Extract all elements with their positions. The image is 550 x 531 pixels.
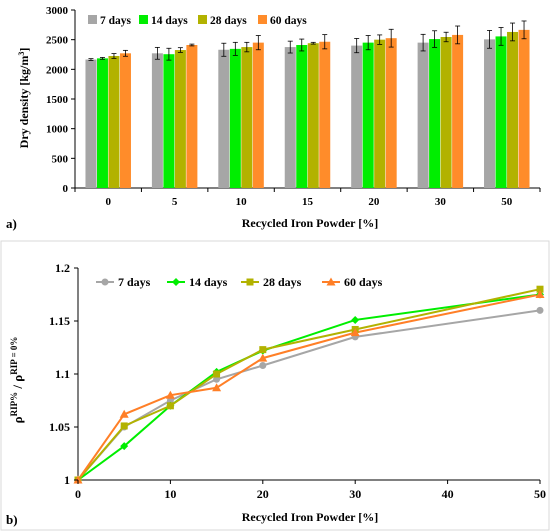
legend-label: 7 days bbox=[118, 275, 151, 289]
line-chart-density-ratio: 1 1.05 1.1 1.15 1.2 0 10 20 30 40 50 7 days 14 days… bbox=[0, 240, 550, 531]
marker-triangle bbox=[326, 277, 336, 286]
chart-b-ytick-label: 1.05 bbox=[49, 420, 70, 434]
bar bbox=[307, 43, 319, 188]
marker-triangle bbox=[119, 409, 129, 418]
chart-a-ytick-label: 1500 bbox=[46, 94, 69, 106]
chart-b-ytick-label: 1 bbox=[64, 473, 70, 487]
marker-triangle bbox=[535, 290, 545, 298]
bar bbox=[362, 42, 374, 189]
legend-label: 28 days bbox=[263, 275, 302, 289]
bar bbox=[495, 36, 507, 188]
chart-b-xtick-label: 50 bbox=[534, 487, 546, 501]
bar bbox=[151, 53, 163, 189]
legend-label: 60 days bbox=[270, 15, 307, 27]
bar bbox=[351, 45, 363, 188]
marker-triangle bbox=[165, 390, 175, 399]
chart-a-xtick-label: 5 bbox=[172, 196, 178, 208]
chart-a-xtick-label: 10 bbox=[236, 196, 248, 208]
bar bbox=[241, 47, 253, 189]
marker-square bbox=[166, 402, 174, 410]
marker-triangle bbox=[212, 383, 222, 392]
bar bbox=[163, 54, 175, 188]
panel-b-label: b) bbox=[6, 512, 18, 527]
bar bbox=[374, 39, 386, 188]
chart-a-xtick-label: 15 bbox=[302, 196, 314, 208]
chart-a-xtick-label: 50 bbox=[501, 196, 513, 208]
marker-diamond bbox=[172, 278, 180, 286]
bar bbox=[518, 29, 530, 189]
chart-b-ytick-label: 1.15 bbox=[49, 314, 70, 328]
bar bbox=[440, 36, 452, 188]
bar bbox=[452, 34, 464, 188]
marker-circle bbox=[166, 397, 174, 404]
marker-square bbox=[213, 370, 221, 378]
chart-a-xtick-label: 0 bbox=[105, 196, 111, 208]
legend-label: 14 days bbox=[151, 15, 188, 27]
marker-triangle bbox=[258, 353, 268, 362]
chart-b-xlabel: Recycled Iron Powder [%] bbox=[242, 510, 379, 524]
chart-b-ytick-label: 1.1 bbox=[55, 367, 70, 381]
bar bbox=[218, 49, 230, 189]
bar bbox=[284, 47, 296, 189]
marker-triangle bbox=[350, 328, 360, 337]
legend-swatch bbox=[258, 15, 267, 24]
bar bbox=[108, 55, 120, 188]
marker-square bbox=[120, 422, 128, 430]
legend-label: 60 days bbox=[344, 275, 383, 289]
legend-label: 7 days bbox=[100, 15, 132, 27]
bar bbox=[385, 38, 397, 188]
chart-b-border bbox=[0, 240, 550, 531]
chart-a-xlabel: Recycled Iron Powder [%] bbox=[242, 216, 379, 230]
chart-b-xtick-label: 20 bbox=[257, 487, 269, 501]
series-line bbox=[77, 293, 541, 481]
series-line bbox=[77, 293, 541, 481]
bar bbox=[119, 53, 131, 189]
bar bbox=[252, 42, 264, 189]
bar bbox=[484, 39, 496, 189]
bar-chart-dry-density: 0 500 1000 1500 2000 2500 3000 0 5 10 15 20 30 50 7 d… bbox=[6, 5, 541, 231]
bar bbox=[507, 31, 519, 188]
chart-a-ytick-label: 2500 bbox=[46, 35, 69, 47]
marker-diamond bbox=[120, 442, 129, 451]
legend-swatch bbox=[88, 15, 97, 24]
chart-b-ylabel: ρRIP% / ρRIP = 0% bbox=[9, 337, 25, 424]
chart-a-ytick-label: 0 bbox=[63, 183, 69, 195]
bar bbox=[417, 42, 429, 189]
marker-square bbox=[246, 278, 254, 286]
bar bbox=[174, 50, 186, 188]
marker-circle bbox=[536, 306, 544, 314]
chart-a-ytick-label: 500 bbox=[52, 153, 69, 165]
marker-circle bbox=[213, 375, 221, 383]
chart-b-xtick-label: 40 bbox=[442, 487, 454, 501]
bar bbox=[319, 41, 331, 188]
chart-b-xtick-label: 0 bbox=[75, 487, 81, 501]
bar bbox=[229, 48, 241, 188]
chart-a-ylabel: Dry density [kg/m3] bbox=[17, 48, 31, 149]
chart-a-ytick-label: 3000 bbox=[46, 5, 69, 17]
bar bbox=[85, 59, 97, 188]
bar bbox=[186, 45, 198, 188]
chart-a-xtick-label: 30 bbox=[435, 196, 447, 208]
chart-a-xtick-label: 20 bbox=[368, 196, 380, 208]
legend-swatch bbox=[139, 15, 148, 24]
panel-a-label: a) bbox=[6, 216, 17, 231]
chart-b-ytick-label: 1.2 bbox=[55, 261, 70, 275]
legend-label: 28 days bbox=[210, 15, 247, 27]
series-line bbox=[77, 288, 541, 481]
chart-b-xtick-label: 10 bbox=[164, 487, 176, 501]
chart-a-ytick-label: 1000 bbox=[46, 124, 69, 136]
legend-label: 14 days bbox=[189, 275, 228, 289]
bar bbox=[96, 58, 108, 189]
bar bbox=[429, 39, 441, 188]
chart-a-ytick-label: 2000 bbox=[46, 64, 69, 76]
marker-square bbox=[536, 285, 544, 293]
bar bbox=[296, 45, 308, 188]
marker-circle bbox=[101, 278, 109, 286]
marker-square bbox=[259, 346, 267, 354]
chart-b-xtick-label: 30 bbox=[349, 487, 361, 501]
marker-diamond bbox=[351, 315, 360, 324]
legend-swatch bbox=[198, 15, 207, 24]
marker-circle bbox=[259, 362, 267, 370]
